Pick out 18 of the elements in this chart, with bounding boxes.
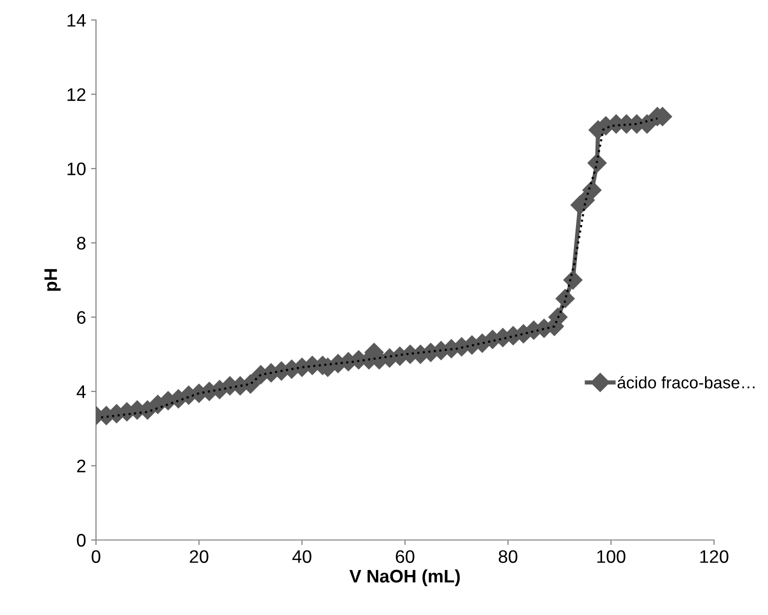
- y-axis-title: pH: [44, 269, 61, 291]
- y-tick-label: 10: [68, 162, 86, 176]
- legend-label: ácido fraco-base…: [618, 376, 754, 388]
- y-tick-label: 12: [68, 88, 86, 101]
- y-tick-label: 8: [77, 236, 86, 250]
- y-tick-label: 6: [77, 311, 86, 324]
- x-tick-label: 100: [597, 550, 626, 563]
- y-tick-label: 0: [76, 534, 86, 547]
- x-axis-title: V NaOH (mL): [349, 569, 460, 586]
- x-tick-label: 20: [190, 550, 208, 563]
- x-tick-label: 60: [396, 550, 414, 563]
- x-tick-label: 0: [92, 550, 100, 563]
- y-tick-label: 4: [76, 386, 86, 398]
- y-tick-label: 2: [77, 460, 86, 472]
- y-tick-label: 14: [68, 14, 86, 27]
- x-tick-label: 40: [292, 550, 312, 563]
- x-tick-label: 120: [700, 550, 728, 563]
- x-tick-label: 80: [498, 550, 518, 563]
